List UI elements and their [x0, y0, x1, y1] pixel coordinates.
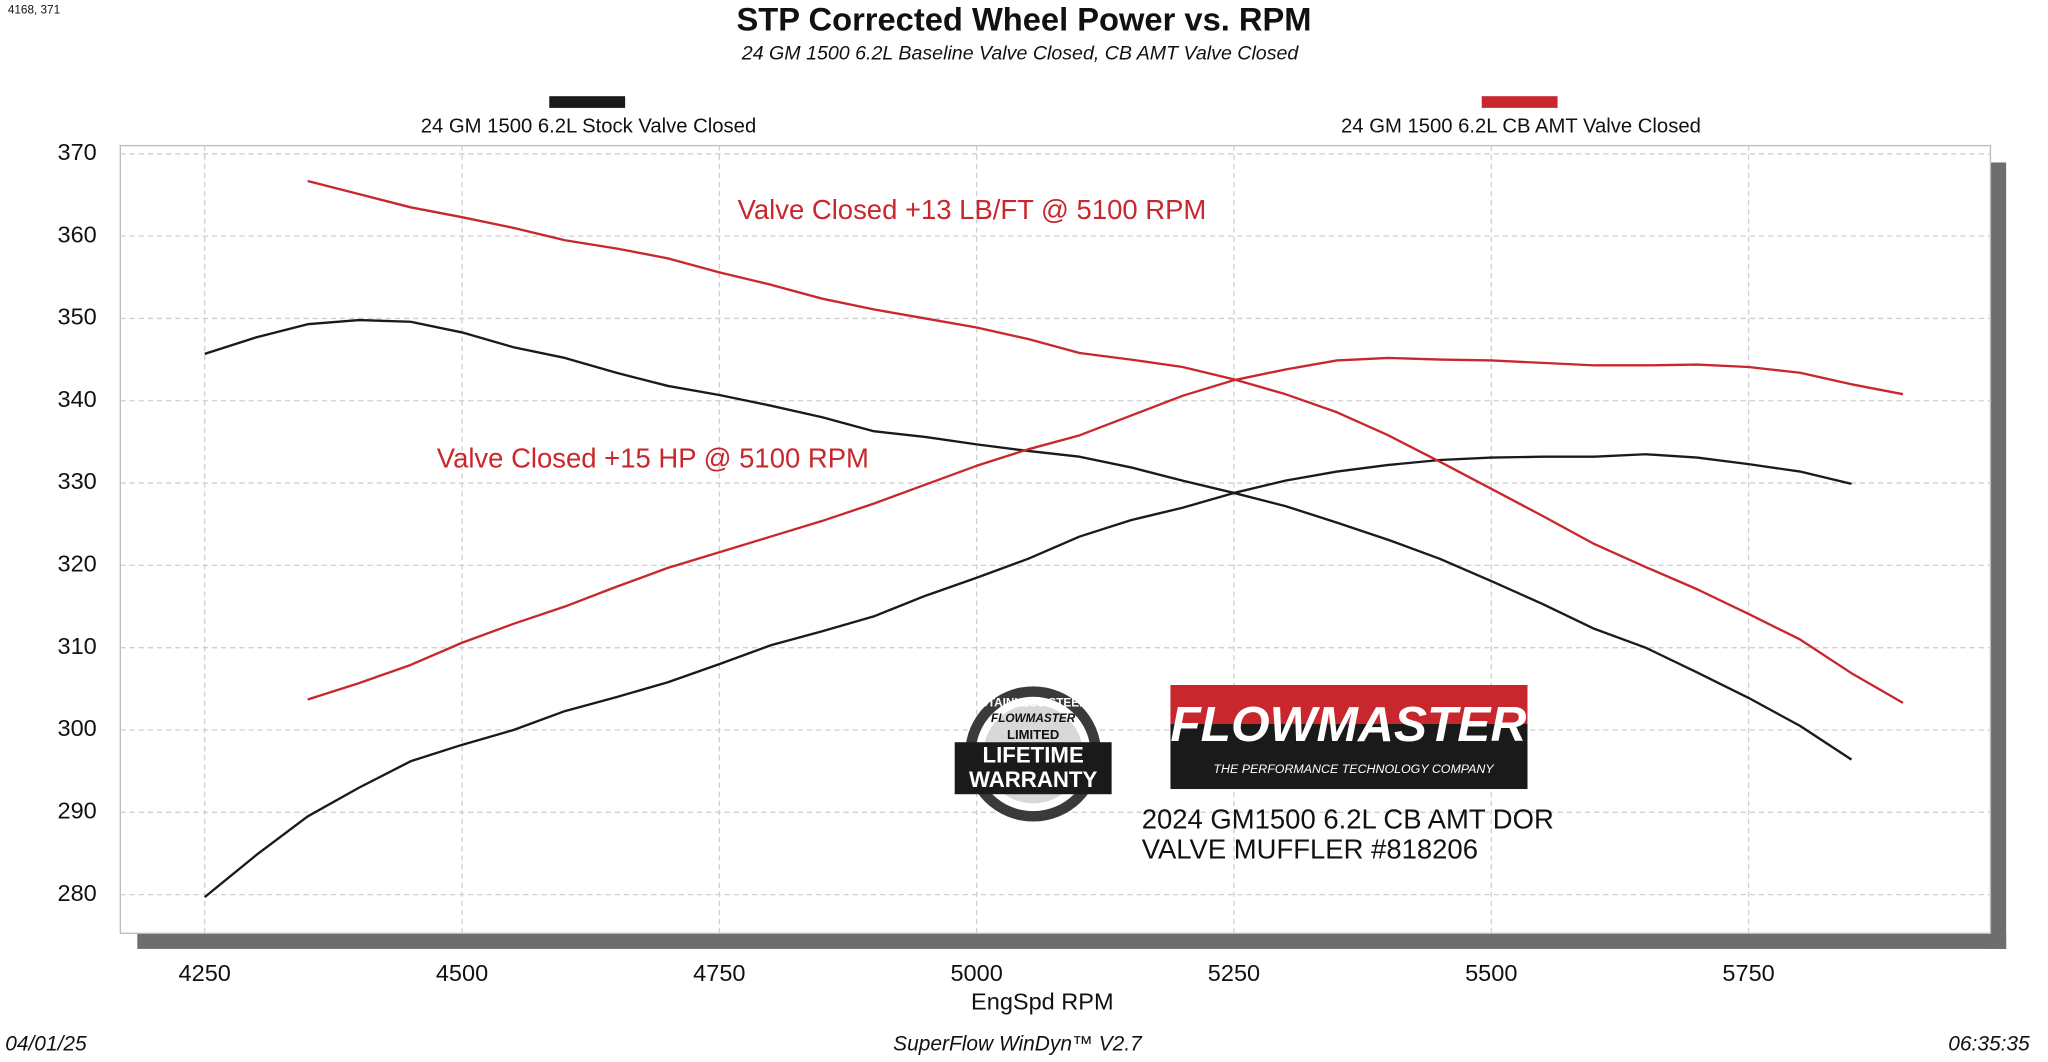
annotation: Valve Closed +13 LB/FT @ 5100 RPM: [738, 194, 1207, 225]
legend-label: 24 GM 1500 6.2L Stock Valve Closed: [421, 116, 756, 138]
torque-line: [307, 179, 1904, 704]
x-tick-label: 4500: [436, 960, 488, 986]
y-tick-label: 370: [58, 139, 97, 165]
caption: VALVE MUFFLER #818206: [1142, 834, 1478, 865]
chart-subtitle: 24 GM 1500 6.2L Baseline Valve Closed, C…: [741, 43, 1300, 65]
y-tick-label: 320: [58, 551, 97, 577]
x-tick-label: 4750: [693, 960, 745, 986]
torque-line: [204, 318, 1853, 761]
y-tick-label: 340: [58, 386, 97, 412]
legend-swatch: [1481, 96, 1558, 108]
annotation: Valve Closed +15 HP @ 5100 RPM: [437, 442, 869, 473]
footer-time: 06:35:35: [1948, 1033, 2030, 1056]
power-line: [307, 356, 1904, 701]
footer-software: SuperFlow WinDyn™ V2.7: [893, 1033, 1143, 1056]
x-tick-label: 4250: [179, 960, 231, 986]
logo-brand: FLOWMASTER: [1170, 697, 1526, 752]
badge-text: WARRANTY: [969, 767, 1098, 792]
logo-tagline: THE PERFORMANCE TECHNOLOGY COMPANY: [1213, 762, 1494, 776]
footer-date: 04/01/25: [5, 1033, 87, 1056]
badge-text: STAINLESS STEEL: [980, 696, 1086, 709]
power-line: [203, 453, 1852, 899]
frame-shadow: [137, 933, 2007, 949]
caption: 2024 GM1500 6.2L CB AMT DOR: [1142, 804, 1554, 835]
badge-text: FLOWMASTER: [991, 712, 1076, 725]
frame-shadow: [1990, 162, 2007, 949]
y-tick-label: 290: [58, 798, 97, 824]
badge-text: LIMITED: [1007, 727, 1059, 742]
legend-swatch: [549, 96, 626, 108]
cursor-readout: 4168, 371: [8, 4, 60, 17]
x-tick-label: 5750: [1722, 960, 1774, 986]
chart-title: STP Corrected Wheel Power vs. RPM: [736, 1, 1311, 38]
warranty-badge: STAINLESS STEEL FLOWMASTER LIMITED LIFET…: [954, 686, 1112, 822]
y-tick-label: 310: [58, 633, 97, 659]
legend-label: 24 GM 1500 6.2L CB AMT Valve Closed: [1341, 116, 1701, 138]
y-tick-label: 280: [58, 880, 97, 906]
x-tick-label: 5000: [950, 960, 1002, 986]
lines: [203, 179, 1904, 899]
flowmaster-logo: FLOWMASTER THE PERFORMANCE TECHNOLOGY CO…: [1170, 685, 1528, 790]
y-tick-label: 300: [58, 715, 97, 741]
y-tick-label: 330: [58, 468, 97, 494]
x-axis-label: EngSpd RPM: [971, 989, 1114, 1015]
x-tick-label: 5250: [1208, 960, 1260, 986]
y-tick-label: 350: [58, 304, 97, 330]
badge-text: LIFETIME: [983, 742, 1084, 767]
y-tick-label: 360: [58, 221, 97, 247]
x-tick-label: 5500: [1465, 960, 1517, 986]
grid: [120, 145, 1991, 934]
